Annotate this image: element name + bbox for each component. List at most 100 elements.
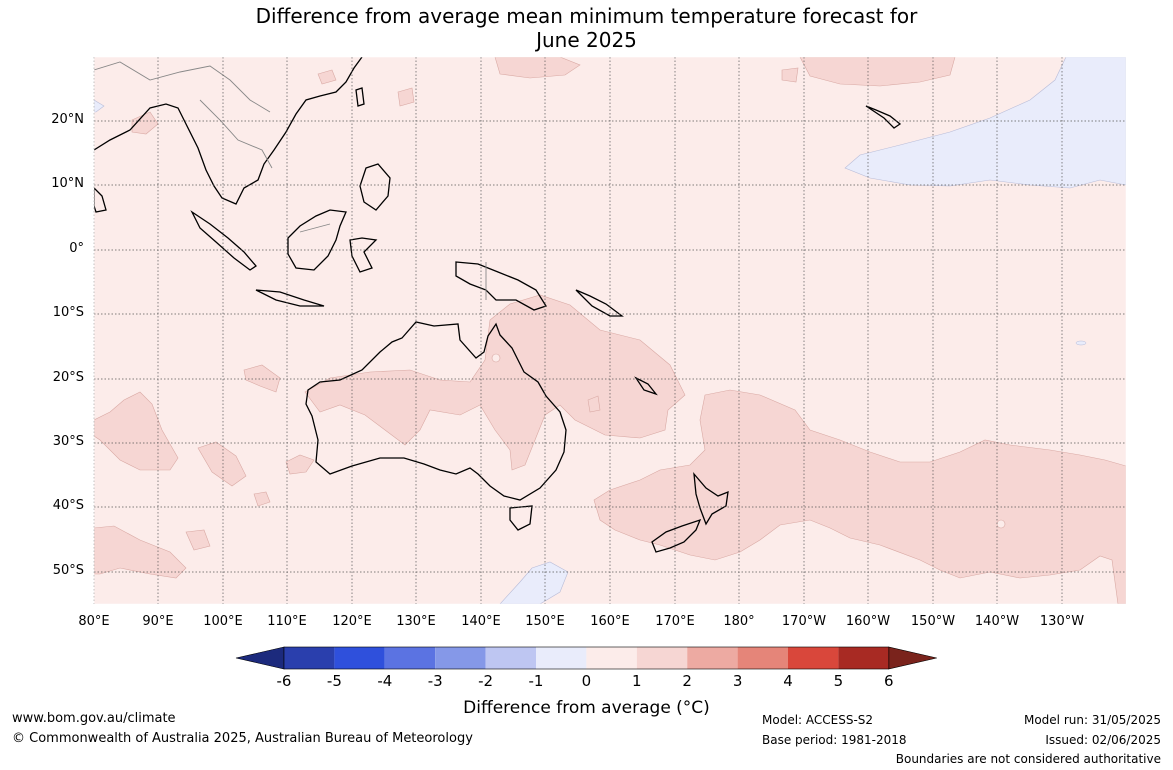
sumatra-coastline [190, 210, 257, 271]
colorbar-segment [687, 647, 738, 669]
taiwan-coastline [355, 87, 365, 107]
sri-lanka-coastline [94, 187, 107, 213]
cool-anomaly-region-west [94, 99, 105, 113]
lon-label: 170°W [781, 614, 827, 629]
lon-label: 110°E [267, 614, 307, 629]
lat-label: 30°S [52, 434, 84, 449]
solomon-islands-coastline [575, 289, 624, 317]
colorbar-tick-label: 3 [732, 672, 743, 690]
colorbar-tick-label: 0 [581, 672, 592, 690]
sulawesi-coastline [349, 237, 378, 273]
colorbar-segment [536, 647, 587, 669]
colorbar-extend-high [888, 646, 937, 670]
colorbar-tick-label: -2 [478, 672, 494, 690]
new-zealand-north-coastline [693, 472, 729, 526]
lon-label: 120°E [332, 614, 372, 629]
colorbar-extend-low [235, 646, 285, 670]
boundaries-disclaimer: Boundaries are not considered authoritat… [895, 752, 1161, 766]
model-name: Model: ACCESS-S2 [762, 713, 874, 727]
colorbar-segment [586, 647, 637, 669]
warm-anomaly-region-australia [304, 294, 686, 471]
borders [94, 61, 487, 300]
colorbar-tick-label: 5 [833, 672, 844, 690]
colorbar-segment [384, 647, 436, 669]
colorbar-tick-label: 6 [884, 672, 894, 690]
new-guinea-coastline [455, 261, 547, 311]
map-title-line2: June 2025 [536, 28, 637, 52]
warm-anomaly-region-north-6 [131, 111, 159, 135]
lon-label: 80°E [78, 614, 110, 629]
lon-label: 160°E [590, 614, 630, 629]
cool-anomaly-region-south [499, 561, 569, 604]
new-caledonia-coastline [634, 376, 658, 396]
graticule [93, 57, 1126, 604]
lon-label: 150°E [525, 614, 565, 629]
lat-label: 40°S [52, 498, 84, 513]
anomaly-regions [94, 57, 1126, 604]
new-zealand-south-coastline [651, 518, 702, 553]
lon-label: 180° [723, 614, 755, 629]
lat-label: 0° [69, 241, 84, 256]
lat-label: 10°N [51, 176, 84, 191]
colorbar-tick-label: 2 [682, 672, 692, 690]
colorbar-tick-label: -3 [427, 672, 443, 690]
colorbar-segment [435, 647, 486, 669]
colorbar-segment [788, 647, 839, 669]
lat-label: 20°N [51, 112, 84, 127]
map-frame [93, 56, 1127, 605]
warm-anomaly-region-north-4 [317, 69, 337, 85]
lon-label: 130°W [1039, 614, 1085, 629]
colorbar-title: Difference from average (°C) [463, 698, 710, 718]
lon-label: 140°W [974, 614, 1020, 629]
map-title-line1: Difference from average mean minimum tem… [255, 4, 918, 28]
warm-anomaly-region-w3 [197, 441, 247, 487]
warm-anomaly-region-north-3 [781, 67, 799, 83]
colorbar-segment [334, 647, 385, 669]
borneo-coastline [287, 209, 347, 271]
base-period: Base period: 1981-2018 [762, 733, 907, 747]
lat-label: 50°S [52, 563, 84, 578]
tasmania-coastline [509, 505, 533, 531]
warm-anomaly-region-w5 [94, 525, 187, 579]
philippines-coastline [359, 163, 391, 211]
cool-anomaly-region-north-pacific [844, 57, 1126, 189]
java-coastline [255, 289, 325, 307]
hawaii-coastline [865, 105, 902, 129]
warm-anomaly-region-north-1 [494, 57, 581, 79]
lon-label: 170°E [655, 614, 695, 629]
colorbar-tick-label: -4 [377, 672, 393, 690]
warm-anomaly-region-w4 [253, 491, 271, 507]
coastlines [94, 57, 902, 553]
colorbar-tick-label: -1 [528, 672, 544, 690]
colorbar-segment [636, 647, 688, 669]
lon-label: 90°E [142, 614, 174, 629]
lat-label: 10°S [52, 305, 84, 320]
website-link[interactable]: www.bom.gov.au/climate [12, 711, 176, 726]
warm-anomaly-region-w1 [243, 364, 281, 393]
warm-anomaly-region-north-2 [799, 57, 956, 87]
colorbar-segment [284, 647, 335, 669]
colorbar-tick-label: -6 [276, 672, 292, 690]
colorbar-tick-label: -5 [326, 672, 342, 690]
warm-anomaly-region-southern-ocean [593, 389, 1126, 604]
warm-anomaly-region-sw [285, 454, 315, 475]
model-run-date: Model run: 31/05/2025 [1023, 713, 1161, 727]
warm-anomaly-region-w6 [185, 529, 211, 551]
colorbar-segment [485, 647, 536, 669]
colorbar [235, 646, 937, 670]
lon-label: 150°W [910, 614, 956, 629]
copyright: © Commonwealth of Australia 2025, Austra… [12, 731, 473, 746]
issued-date: Issued: 02/06/2025 [1045, 733, 1161, 747]
warm-anomaly-region-north-5 [397, 87, 415, 107]
lon-label: 160°W [845, 614, 891, 629]
lon-label: 130°E [396, 614, 436, 629]
colorbar-tick-label: 4 [783, 672, 793, 690]
warm-anomaly-region-w2 [94, 391, 179, 471]
map-title: Difference from average mean minimum tem… [0, 4, 1173, 52]
colorbar-segment [737, 647, 788, 669]
colorbar-segment [838, 647, 889, 669]
warm-anomaly-region-tasman [587, 395, 601, 413]
lon-label: 140°E [461, 614, 501, 629]
colorbar-outline [283, 646, 890, 670]
